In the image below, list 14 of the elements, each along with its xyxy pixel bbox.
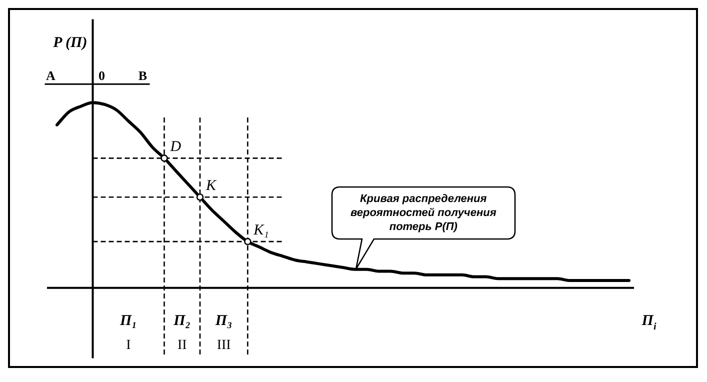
text: A — [46, 68, 56, 84]
text: 0 — [98, 68, 105, 84]
y-axis-title: P (П) — [53, 35, 88, 52]
text: II — [177, 338, 188, 354]
text: I — [126, 338, 132, 354]
text: B — [138, 68, 148, 84]
text: П₁ — [119, 312, 137, 329]
annotation: Кривая распределения вероятностей получения потерь P(П) — [349, 192, 498, 236]
text: П₃ — [214, 312, 232, 329]
annotation: K — [205, 178, 217, 194]
text: П₂ — [172, 312, 191, 329]
annotation: K₁ — [252, 222, 269, 239]
text: III — [216, 338, 232, 354]
annotation: D — [169, 139, 182, 156]
